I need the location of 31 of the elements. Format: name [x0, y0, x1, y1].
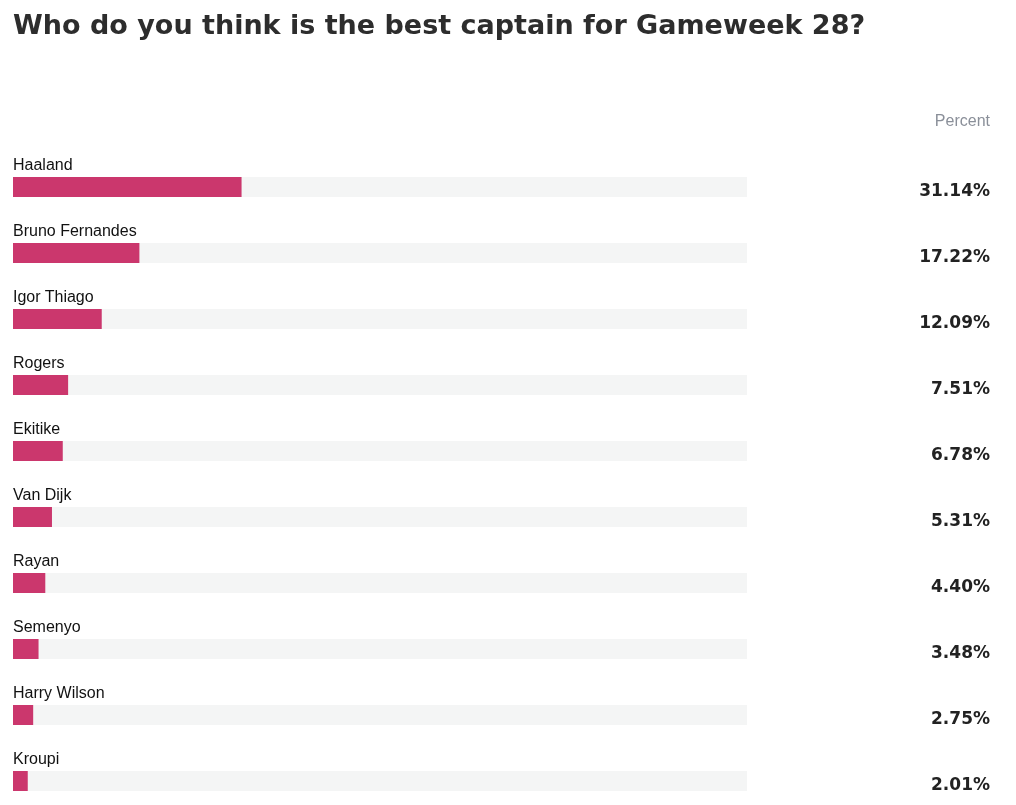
text: Percent — [934, 112, 991, 129]
bar — [13, 771, 28, 791]
data-label: 6.78% — [931, 444, 990, 464]
bar — [13, 441, 63, 461]
bar — [13, 309, 102, 329]
data-label: 31.14% — [919, 180, 990, 200]
y-tick-label: Kroupi — [13, 750, 60, 767]
data-label: 4.40% — [931, 576, 990, 596]
data-label: 12.09% — [919, 312, 990, 332]
y-tick-label: Haaland — [13, 156, 73, 173]
data-label: 3.48% — [931, 642, 990, 662]
y-tick-label: Semenyo — [13, 618, 81, 635]
bar — [13, 507, 52, 527]
y-tick-label: Rayan — [13, 552, 60, 569]
bar — [13, 705, 34, 725]
data-label: 17.22% — [919, 246, 990, 266]
bar — [13, 375, 69, 395]
y-tick-label: Rogers — [13, 354, 65, 371]
y-tick-label: Harry Wilson — [13, 684, 105, 701]
y-tick-label: Van Dijk — [13, 486, 73, 503]
y-tick-label: Bruno Fernandes — [13, 222, 137, 239]
y-tick-label: Igor Thiago — [13, 288, 94, 305]
data-label: 2.75% — [931, 708, 990, 728]
data-label: 7.51% — [931, 378, 990, 398]
bar — [13, 573, 46, 593]
bar — [13, 243, 140, 263]
chart-title: Who do you think is the best captain for Gameweek 28? — [13, 9, 866, 40]
data-label: 5.31% — [931, 510, 990, 530]
bar — [13, 639, 39, 659]
y-tick-label: Ekitike — [13, 420, 61, 437]
data-label: 2.01% — [931, 774, 990, 794]
